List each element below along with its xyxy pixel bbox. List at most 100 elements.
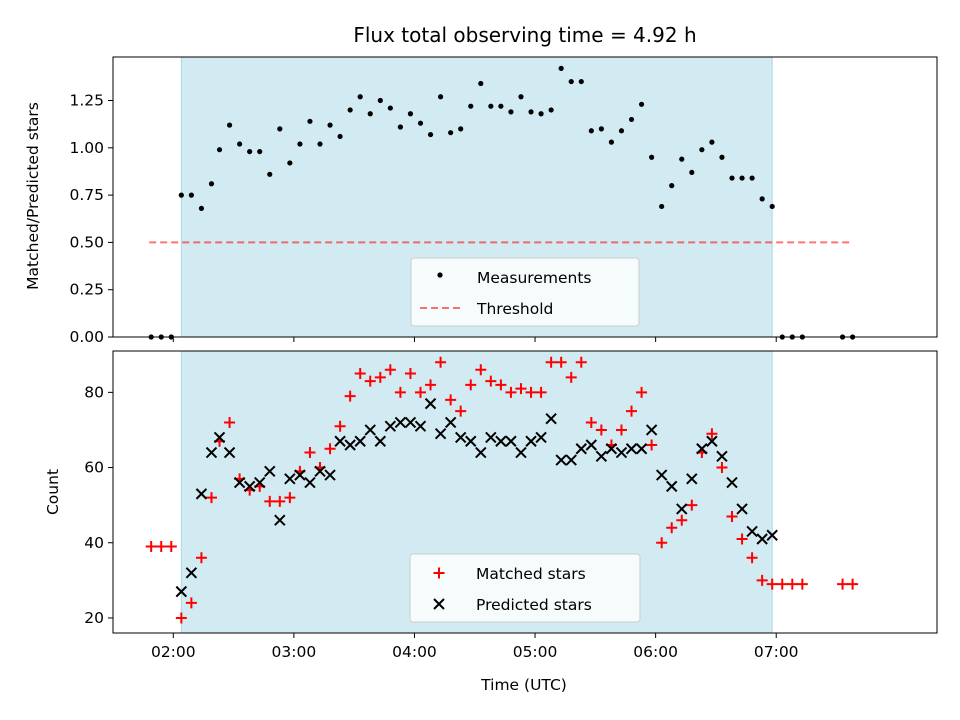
count-y-tick-label: 20	[84, 609, 104, 627]
matched-star-point	[796, 578, 808, 590]
legend-entry-label: Measurements	[477, 269, 592, 287]
predicted-star-point	[254, 476, 266, 489]
matched-star-point	[495, 379, 507, 391]
matched-star-point	[165, 541, 177, 553]
predicted-star-point	[444, 416, 457, 429]
matched-star-point	[344, 390, 356, 402]
measurement-point	[277, 126, 283, 132]
predicted-star-point	[465, 435, 477, 447]
measurement-point	[208, 181, 215, 187]
predicted-star-point	[666, 480, 678, 493]
matched-star-point	[455, 405, 467, 417]
predicted-star-point	[284, 473, 296, 485]
matched-star-point	[837, 578, 849, 590]
matched-star-point	[264, 495, 276, 507]
count-x-tick-label: 02:00	[151, 643, 196, 661]
measurement-point	[719, 154, 725, 160]
measurement-point	[769, 203, 775, 210]
matched-star-point	[565, 371, 577, 383]
matched-star-point	[185, 597, 197, 609]
predicted-star-point	[696, 443, 708, 455]
matched-star-point	[656, 537, 668, 549]
predicted-star-point	[364, 424, 376, 436]
matched-star-point	[515, 383, 527, 395]
measurement-point	[618, 128, 625, 134]
count-x-tick-label: 03:00	[272, 643, 317, 661]
matched-star-point	[304, 447, 316, 459]
predicted-star-point	[344, 439, 356, 451]
measurement-point	[327, 122, 333, 128]
measurement-point	[588, 128, 594, 134]
matched-star-point	[465, 379, 477, 391]
matched-star-point	[394, 386, 406, 398]
legend-plus-marker	[433, 567, 445, 579]
ratio-y-tick-label: 1.25	[69, 92, 104, 110]
predicted-star-point	[384, 420, 397, 432]
ratio-y-tick-label: 0.75	[69, 186, 104, 204]
bottom-y-axis-title: Count	[44, 469, 62, 515]
measurement-point	[568, 78, 574, 85]
matched-star-point	[525, 386, 537, 398]
predicted-star-point	[223, 446, 236, 459]
matched-star-point	[585, 416, 597, 428]
measurement-point	[628, 116, 635, 123]
predicted-star-point	[605, 443, 618, 455]
predicted-star-point	[434, 428, 447, 440]
predicted-star-point	[595, 450, 608, 462]
matched-star-point	[646, 439, 658, 451]
predicted-star-point	[625, 443, 638, 455]
matched-star-point	[195, 552, 207, 564]
measurement-point	[468, 103, 474, 109]
predicted-star-point	[485, 431, 497, 444]
count-panel: 20 40 60 80 02:00 03:00 04:00 05:00 06:00 07:00 Ma…	[84, 350, 938, 661]
predicted-star-point	[414, 420, 427, 432]
matched-star-point	[175, 612, 187, 624]
predicted-star-point	[505, 435, 517, 447]
matched-star-point	[776, 578, 788, 590]
measurement-point	[337, 133, 343, 140]
measurement-point	[427, 131, 434, 138]
matched-star-point	[224, 416, 236, 428]
matched-star-point	[354, 368, 366, 380]
predicted-star-point	[185, 567, 198, 579]
measurement-point	[377, 97, 383, 104]
predicted-star-point	[676, 503, 688, 515]
matched-star-point	[847, 578, 859, 590]
matched-star-point	[364, 375, 376, 387]
matched-star-point	[545, 356, 557, 368]
matched-star-point	[716, 462, 728, 474]
predicted-star-point	[736, 503, 748, 515]
ratio-panel: 0.00 0.25 0.50 0.75 1.00 1.25 Measurements Thre…	[69, 56, 938, 346]
count-y-tick-label: 80	[84, 383, 104, 401]
matched-star-point	[425, 379, 437, 391]
measurement-point	[317, 141, 323, 147]
matched-star-point	[535, 386, 547, 398]
ratio-legend-box	[410, 257, 640, 327]
measurement-point	[216, 147, 223, 153]
measurement-point	[417, 120, 424, 126]
measurement-point	[598, 126, 604, 132]
count-x-tick-label: 06:00	[633, 643, 678, 661]
measurement-point	[699, 147, 705, 153]
matched-star-point	[575, 356, 587, 368]
predicted-star-point	[716, 450, 728, 462]
ratio-y-tick-label: 0.50	[69, 233, 104, 251]
measurement-point	[578, 78, 584, 85]
measurement-point	[548, 107, 554, 113]
predicted-star-point	[766, 529, 778, 541]
measurement-point	[659, 203, 665, 210]
measurement-point	[226, 122, 233, 128]
legend-entry-label: Matched stars	[476, 565, 586, 583]
matched-star-point	[706, 428, 718, 440]
ratio-y-tick-label: 0.25	[69, 281, 104, 299]
predicted-star-point	[195, 488, 208, 500]
count-legend: Matched stars Predicted stars	[409, 553, 641, 623]
matched-star-point	[746, 552, 758, 564]
measurement-point	[257, 148, 263, 155]
predicted-star-point	[314, 465, 326, 478]
count-x-tick-label: 04:00	[392, 643, 437, 661]
measurement-point	[749, 175, 755, 181]
measurement-point	[739, 175, 745, 181]
chart-title: Flux total observing time = 4.92 h	[353, 23, 696, 47]
